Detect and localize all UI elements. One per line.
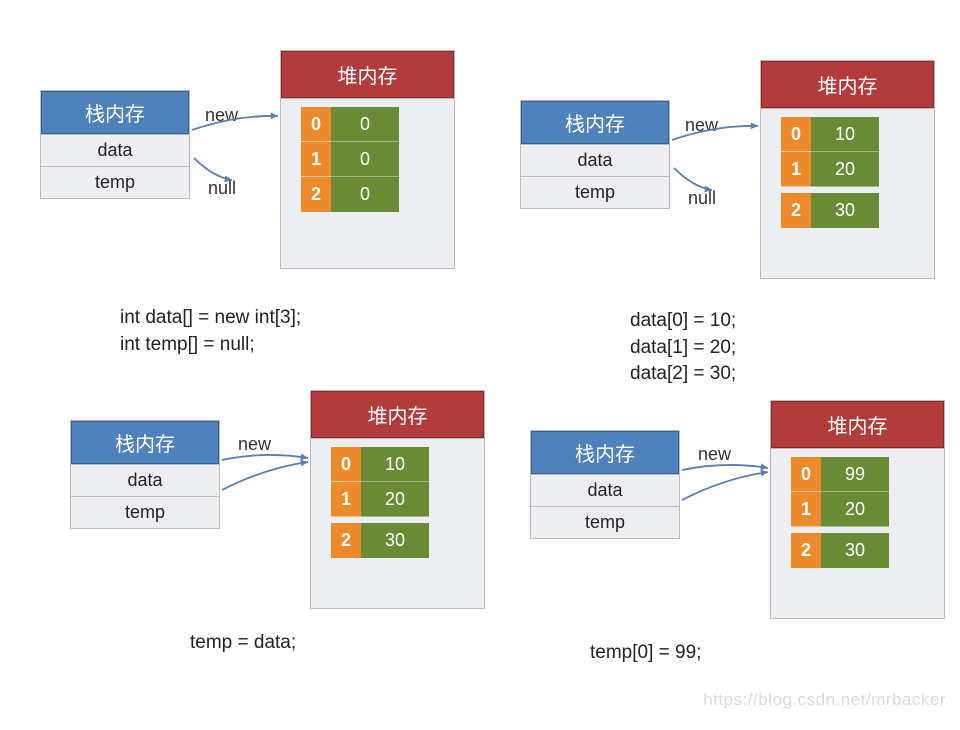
heap-array: 010120230 [781,117,879,228]
heap-index: 0 [331,447,361,482]
code-line: temp[0] = 99; [590,640,701,667]
heap-value: 30 [361,523,429,558]
panel-1: 栈内存 data temp 堆内存 001020 new null int da… [10,50,480,380]
stack-header: 栈内存 [71,421,219,464]
heap-index: 2 [301,177,331,212]
stack-row-data: data [71,464,219,496]
heap-header: 堆内存 [281,51,454,98]
stack-header: 栈内存 [521,101,669,144]
stack-row-temp: temp [41,166,189,198]
heap-value: 30 [811,193,879,228]
stack-box: 栈内存 data temp [40,90,190,199]
heap-value: 10 [361,447,429,482]
heap-cell: 010 [331,447,429,482]
arrow-null [664,158,722,200]
stack-box: 栈内存 data temp [530,430,680,539]
arrow-null [184,148,242,190]
heap-body: 099120230 [771,448,944,618]
heap-value: 20 [361,482,429,517]
heap-index: 1 [331,482,361,517]
stack-box: 栈内存 data temp [520,100,670,209]
heap-cell: 120 [331,482,429,517]
code-line: int temp[] = null; [120,332,301,359]
panel-2: 栈内存 data temp 堆内存 010120230 new null dat… [490,60,960,390]
heap-body: 001020 [281,98,454,268]
heap-array: 010120230 [331,447,429,558]
heap-value: 30 [821,533,889,568]
heap-index: 1 [791,492,821,527]
heap-cell: 120 [781,152,879,187]
heap-index: 0 [781,117,811,152]
code-line: data[2] = 30; [630,361,736,388]
heap-value: 99 [821,457,889,492]
heap-value: 0 [331,177,399,212]
watermark: https://blog.csdn.net/mrbacker [703,690,946,710]
heap-header: 堆内存 [311,391,484,438]
heap-index: 0 [301,107,331,142]
heap-header: 堆内存 [771,401,944,448]
heap-index: 0 [791,457,821,492]
heap-array: 099120230 [791,457,889,568]
code-block: int data[] = new int[3];int temp[] = nul… [120,305,301,358]
heap-cell: 20 [301,177,399,212]
heap-array: 001020 [301,107,399,212]
code-block: temp = data; [190,630,296,657]
heap-body: 010120230 [761,108,934,278]
heap-index: 2 [791,533,821,568]
heap-cell: 230 [781,193,879,228]
code-line: data[1] = 20; [630,335,736,362]
code-block: temp[0] = 99; [590,640,701,667]
stack-row-data: data [521,144,669,176]
code-line: data[0] = 10; [630,308,736,335]
heap-cell: 230 [331,523,429,558]
panel-3: 栈内存 data temp 堆内存 010120230 new temp = d… [20,390,490,720]
heap-index: 2 [331,523,361,558]
stack-header: 栈内存 [531,431,679,474]
heap-value: 20 [821,492,889,527]
heap-index: 1 [301,142,331,177]
arrow-new [182,106,288,140]
heap-cell: 230 [791,533,889,568]
code-block: data[0] = 10;data[1] = 20;data[2] = 30; [630,308,736,388]
heap-box: 堆内存 001020 [280,50,455,269]
heap-box: 堆内存 010120230 [760,60,935,279]
arrow-new [662,116,768,150]
stack-row-temp: temp [71,496,219,528]
heap-value: 0 [331,142,399,177]
arrow-temp [672,462,778,510]
heap-index: 2 [781,193,811,228]
heap-cell: 120 [791,492,889,527]
heap-box: 堆内存 010120230 [310,390,485,609]
heap-value: 10 [811,117,879,152]
arrow-temp [212,452,318,500]
heap-cell: 099 [791,457,889,492]
heap-cell: 010 [781,117,879,152]
panel-4: 栈内存 data temp 堆内存 099120230 new temp[0] … [480,400,950,730]
heap-value: 20 [811,152,879,187]
heap-value: 0 [331,107,399,142]
heap-body: 010120230 [311,438,484,608]
stack-row-data: data [41,134,189,166]
heap-cell: 10 [301,142,399,177]
heap-box: 堆内存 099120230 [770,400,945,619]
code-line: temp = data; [190,630,296,657]
stack-row-temp: temp [521,176,669,208]
code-line: int data[] = new int[3]; [120,305,301,332]
stack-row-temp: temp [531,506,679,538]
stack-header: 栈内存 [41,91,189,134]
heap-cell: 00 [301,107,399,142]
stack-row-data: data [531,474,679,506]
heap-header: 堆内存 [761,61,934,108]
stack-box: 栈内存 data temp [70,420,220,529]
heap-index: 1 [781,152,811,187]
